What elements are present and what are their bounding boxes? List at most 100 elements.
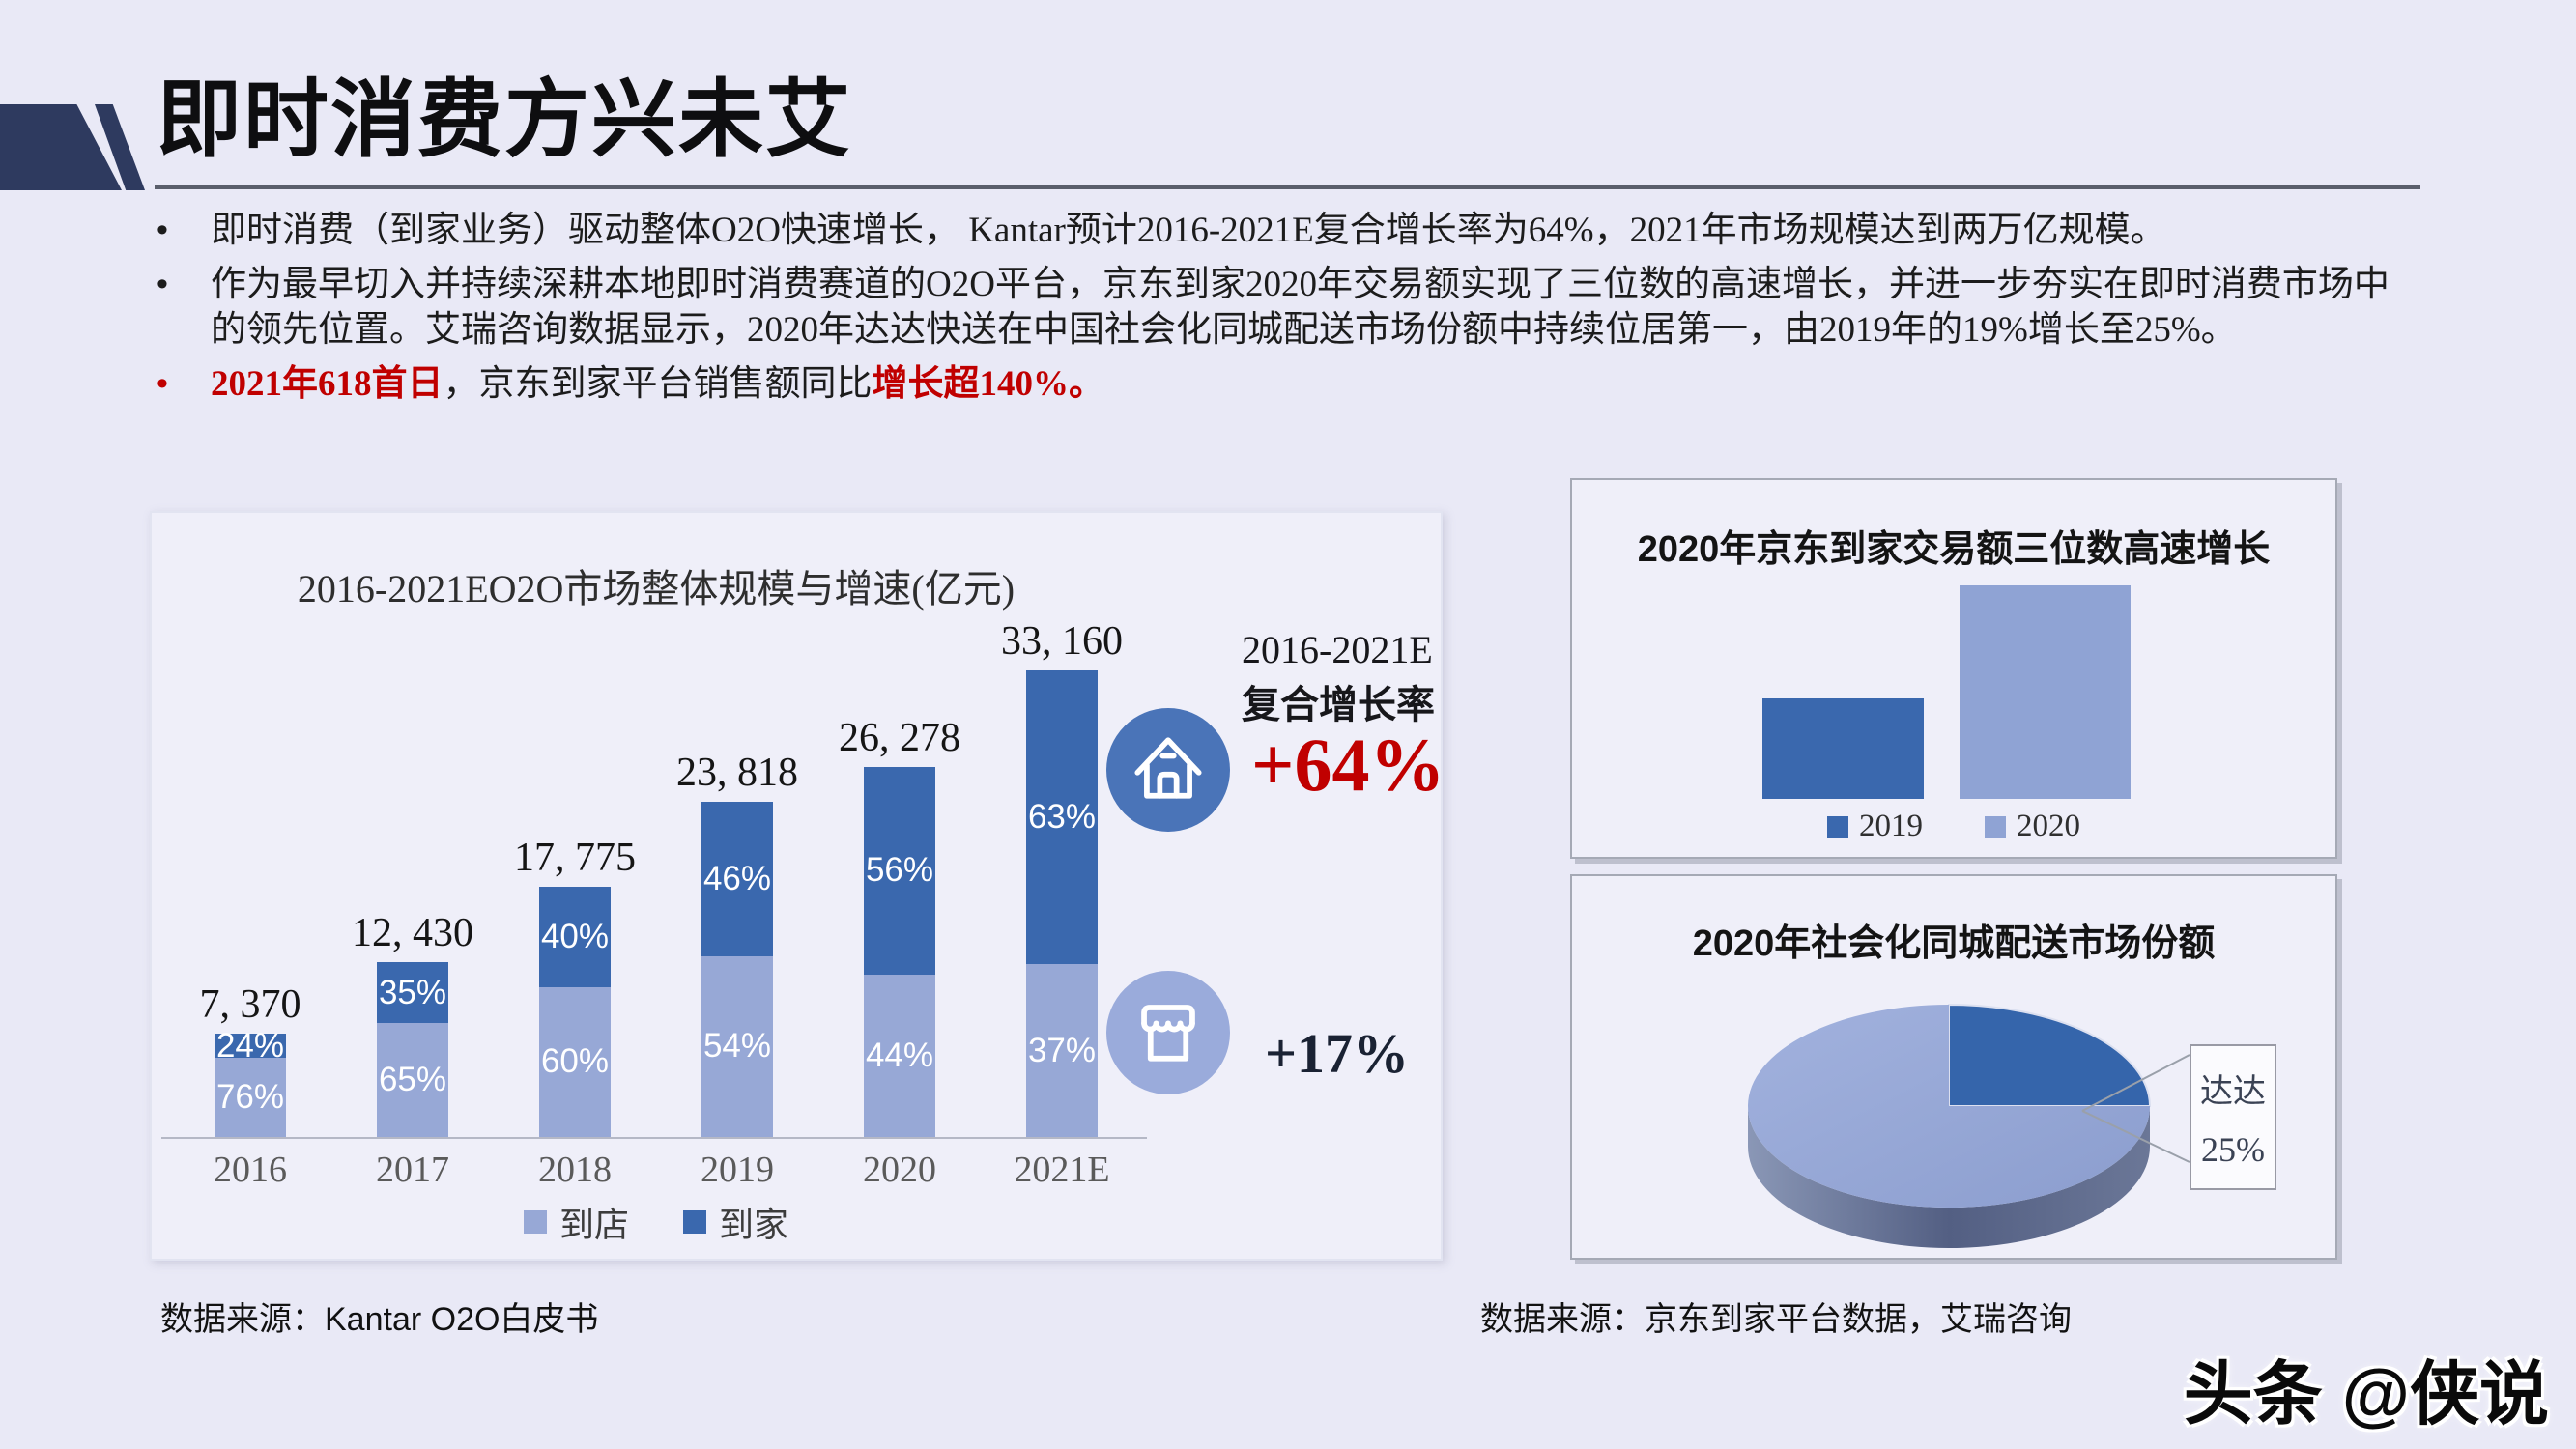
chart-title: 2016-2021EO2O市场整体规模与增速(亿元) [297,567,1016,611]
bar-segment-pct-label: 46% [702,859,772,897]
bullet-item: • 2021年618首日，京东到家平台销售额同比增长超140%。 [157,362,2422,408]
bar-column-2021E: 33, 160 63% 37% [981,618,1143,1137]
legend-item-到店: 到店 [523,1197,629,1247]
chart-legend: 到店 到家 [169,1197,1143,1247]
bar-2019 [1762,698,1924,799]
legend-label: 到店 [558,1205,629,1244]
page-title: 即时消费方兴未艾 [157,71,853,167]
bar-total-label: 23, 818 [676,751,798,796]
jddj-gmv-chart-panel: 2020年京东到家交易额三位数高速增长 2019 2020 [1570,478,2337,859]
bullet-marker: • [157,364,168,402]
bar-segment-到家-2016: 24% [215,1027,286,1065]
bar-segment-到家-2018: 40% [539,887,611,987]
bar-column-2017: 12, 430 35% 65% [331,910,494,1137]
x-axis-label-2018: 2018 [538,1150,612,1190]
bar-segment-到店-2018: 60% [539,986,611,1137]
bullet-marker: • [157,212,168,248]
bullet-item: • 即时消费（到家业务）驱动整体O2O快速增长， Kantar预计2016-202… [157,209,2422,254]
cagr-metric-label: 复合增长率 [1242,684,1435,726]
bar-segment-到店-2021E: 37% [1026,964,1098,1137]
pie-slice-达达 [1948,1003,2152,1107]
x-axis-label-2017: 2017 [376,1150,449,1190]
chart-title: 2020年社会化同城配送市场份额 [1692,923,2216,964]
bar-column-2018: 17, 775 40% 60% [494,835,656,1137]
bar-segment-pct-label: 60% [540,1042,610,1081]
storefront-icon [1122,984,1215,1082]
pie-slice-other [1748,1005,2150,1208]
x-axis-label-2021E: 2021E [1014,1150,1110,1190]
bar-segment-到家-2019: 46% [701,802,773,956]
bullet-text: 即时消费（到家业务）驱动整体O2O快速增长， Kantar预计2016-2021… [211,209,2166,254]
bar-segment-到家-2020: 56% [864,767,935,975]
bullet-text-segment: 增长超140%。 [872,363,1105,404]
title-underline [155,185,2420,189]
home-growth-value: +64% [1251,723,1445,807]
watermark: 头条 @侠说 [2183,1356,2549,1434]
legend-label: 2019 [1859,809,1923,843]
x-axis-label-2020: 2020 [863,1150,936,1190]
pie-3d-side [1748,1106,2150,1248]
bullet-text-segment: 作为最早切入并持续深耕本地即时消费赛道的O2O平台，京东到家2020年交易额实现… [211,264,2390,350]
bullet-list: • 即时消费（到家业务）驱动整体O2O快速增长， Kantar预计2016-202… [157,209,2422,416]
x-axis-label-2019: 2019 [701,1150,774,1190]
x-axis-labels: 2016 2017 2018 2019 2020 2021E [169,1149,1143,1191]
delivery-share-chart-panel: 2020年社会化同城配送市场份额 达达 25% [1570,874,2337,1260]
legend-swatch [523,1210,547,1234]
bar-column-2016: 7, 370 24% 76% [169,981,331,1137]
bar-segment-到店-2017: 65% [377,1023,448,1137]
bar-column-2019: 23, 818 46% 54% [656,750,818,1137]
stacked-bar-2016: 24% 76% [215,1027,286,1137]
stacked-bar-2020: 56% 44% [864,767,935,1137]
bar-segment-pct-label: 63% [1027,798,1097,837]
stacked-bar-2021E: 63% 37% [1026,670,1098,1137]
callout-label: 达达 [2200,1072,2266,1110]
callout-leader-line [2081,1054,2190,1112]
legend-label: 到家 [719,1205,789,1244]
bar-segment-pct-label: 44% [865,1036,934,1074]
bar-segment-pct-label: 35% [378,973,447,1011]
bar-total-label: 12, 430 [352,910,473,955]
home-icon [1122,722,1215,819]
bar-segment-到家-2021E: 63% [1026,670,1098,965]
stacked-bar-2017: 35% 65% [377,961,448,1137]
o2o-market-chart-panel: 2016-2021EO2O市场整体规模与增速(亿元) 7, 370 24% 76% 1… [150,511,1445,1261]
bar-total-label: 17, 775 [514,836,636,881]
data-source-right: 数据来源：京东到家平台数据，艾瑞咨询 [1480,1301,2072,1338]
chart-title: 2020年京东到家交易额三位数高速增长 [1637,529,2271,570]
bar-column-2020: 26, 278 56% 44% [818,715,981,1137]
data-source-left: 数据来源：Kantar O2O白皮书 [160,1301,599,1338]
legend-swatch [683,1210,706,1234]
bar-segment-到家-2017: 35% [377,961,448,1024]
bar-segment-到店-2020: 44% [864,974,935,1137]
x-axis-label-2016: 2016 [214,1150,287,1190]
bar-total-label: 7, 370 [199,981,301,1027]
stacked-bar-2019: 46% 54% [701,802,773,1137]
legend-item-到家: 到家 [683,1197,788,1247]
bar-segment-pct-label: 24% [215,1026,285,1065]
bar-segment-pct-label: 54% [702,1027,772,1065]
legend-item-2019: 2019 [1827,809,1923,844]
legend-swatch [1985,815,2006,838]
bullet-text-segment: 2021年618首日 [211,363,444,404]
bar-2020 [1960,585,2131,799]
bar-segment-到店-2019: 54% [701,955,773,1137]
bar-segment-pct-label: 37% [1027,1031,1097,1069]
bullet-text-segment: 即时消费（到家业务）驱动整体O2O快速增长， Kantar预计2016-2021… [211,211,2166,250]
bar-segment-到店-2016: 76% [215,1058,286,1137]
store-icon-circle [1106,971,1230,1094]
two-bar-plot [1572,480,2335,799]
home-icon-circle [1106,708,1230,832]
x-axis-line [161,1137,1147,1139]
bullet-text: 2021年618首日，京东到家平台销售额同比增长超140%。 [211,362,1104,408]
pie-chart [1748,1003,2190,1248]
bar-segment-pct-label: 65% [378,1061,447,1099]
bar-total-label: 26, 278 [839,716,960,761]
bullet-marker: • [157,265,168,302]
legend-item-2020: 2020 [1985,809,2080,844]
cagr-range-label: 2016-2021E [1242,628,1433,671]
bar-segment-pct-label: 76% [215,1078,285,1117]
bar-segment-pct-label: 40% [540,917,610,955]
callout-leader-line [2081,1110,2190,1163]
bullet-text: 作为最早切入并持续深耕本地即时消费赛道的O2O平台，京东到家2020年交易额实现… [211,263,2422,354]
